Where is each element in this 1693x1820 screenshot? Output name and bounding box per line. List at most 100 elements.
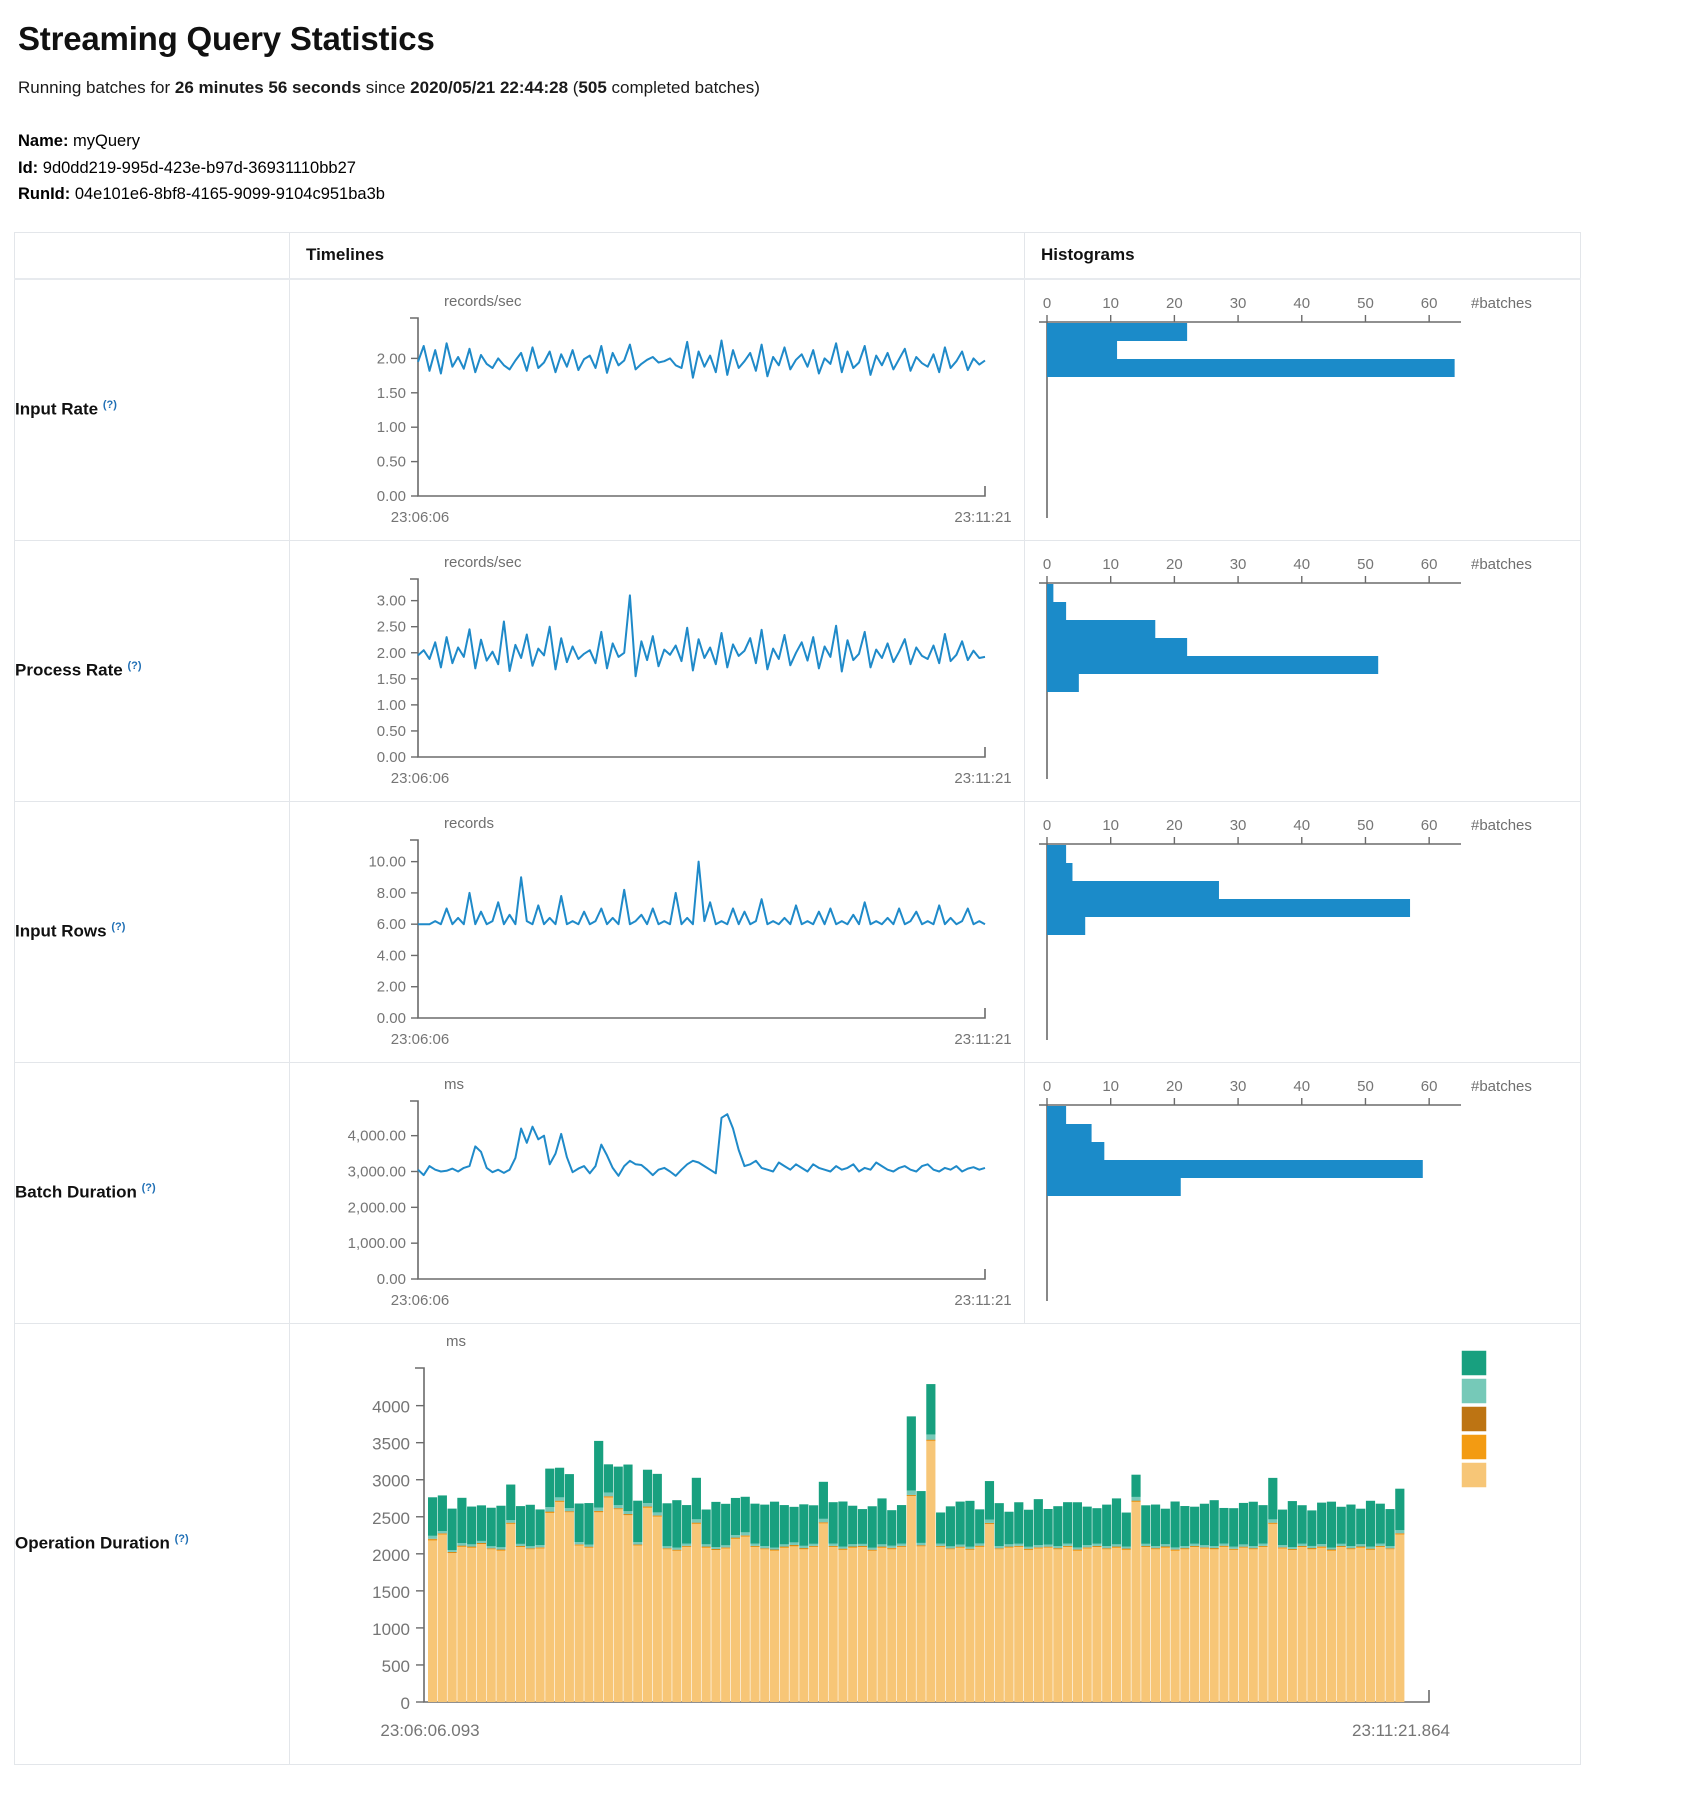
- operation-duration-bar-segment: [750, 1503, 760, 1544]
- operation-duration-bar-segment: [1190, 1506, 1200, 1544]
- operation-duration-bar-segment: [867, 1549, 877, 1551]
- histogram-bin-bar: [1047, 880, 1219, 899]
- operation-duration-bar-segment: [1102, 1545, 1112, 1548]
- operation-duration-bar-segment: [1326, 1547, 1337, 1550]
- operation-duration-bar-segment: [887, 1549, 897, 1702]
- operation-duration-bar-segment: [1385, 1549, 1395, 1702]
- operation-duration-bar-segment: [916, 1544, 926, 1546]
- operation-duration-bar-segment: [828, 1545, 838, 1547]
- operation-duration-bar-segment: [906, 1495, 916, 1702]
- operation-duration-bar-segment: [1150, 1549, 1161, 1702]
- help-question-icon[interactable]: (?): [127, 660, 142, 673]
- x-tick-label: 60: [1421, 817, 1438, 834]
- operation-duration-cell: ms 4000 3500 3000 2500 2000 1500 1000 500 0 23:06:…: [289, 1322, 1581, 1765]
- histogram-bin-bar: [1047, 358, 1455, 377]
- operation-duration-bar-segment: [447, 1552, 457, 1702]
- operation-duration-chart: ms 4000 3500 3000 2500 2000 1500 1000 500 0 23:06:…: [372, 1333, 1488, 1740]
- help-question-icon[interactable]: (?): [174, 1533, 189, 1546]
- operation-duration-bar-segment: [818, 1523, 828, 1702]
- operation-duration-bar-segment: [1072, 1549, 1082, 1551]
- operation-duration-bar-segment: [662, 1502, 672, 1546]
- operation-duration-bar-segment: [1072, 1550, 1082, 1702]
- operation-duration-bar-segment: [887, 1545, 897, 1548]
- operation-duration-bar-segment: [1180, 1548, 1190, 1550]
- operation-duration-bar-segment: [857, 1546, 868, 1547]
- operation-duration-bar-segment: [1160, 1508, 1170, 1544]
- operation-duration-bar-segment: [1004, 1511, 1014, 1544]
- operation-duration-bar-segment: [1092, 1545, 1102, 1547]
- x-tick-label: 40: [1293, 295, 1310, 312]
- operation-duration-bar-segment: [1043, 1544, 1053, 1547]
- operation-duration-bar-segment: [809, 1546, 819, 1702]
- operation-duration-bar-segment: [623, 1464, 633, 1511]
- operation-duration-bar-segment: [701, 1546, 711, 1547]
- summary-open-paren: (: [568, 78, 579, 97]
- row-label-text: Input Rows: [15, 921, 107, 941]
- operation-duration-bar-segment: [525, 1504, 535, 1546]
- operation-duration-bar-segment: [584, 1547, 594, 1702]
- histogram-bin-bar: [1047, 1159, 1423, 1178]
- legend-swatch[interactable]: [1460, 1348, 1488, 1377]
- operation-duration-bar-segment: [769, 1549, 780, 1551]
- operation-duration-bar-segment: [896, 1546, 907, 1702]
- operation-duration-bar-segment: [574, 1544, 584, 1546]
- x-tick-label: 50: [1357, 817, 1374, 834]
- operation-duration-bar-segment: [1150, 1545, 1161, 1548]
- meta-value-runid: 04e101e6-8bf8-4165-9099-9104c951ba3b: [74, 185, 385, 204]
- y-tick-label: 4000: [372, 1397, 410, 1416]
- legend-swatch[interactable]: [1460, 1460, 1488, 1489]
- x-tick-label: 10: [1102, 295, 1119, 312]
- operation-duration-bar-segment: [613, 1507, 623, 1509]
- x-tick-label: 30: [1230, 817, 1247, 834]
- operation-duration-bar-segment: [584, 1502, 594, 1545]
- operation-duration-bar-segment: [916, 1542, 926, 1545]
- x-end-label: 23:11:21: [954, 1292, 1011, 1309]
- operation-duration-bar-segment: [1238, 1546, 1249, 1548]
- operation-duration-bar-segment: [574, 1543, 584, 1545]
- operation-duration-bar-segment: [1082, 1547, 1092, 1549]
- operation-duration-bar-segment: [1111, 1498, 1122, 1544]
- operation-duration-bar-segment: [1287, 1546, 1297, 1549]
- operation-duration-bar-segment: [916, 1490, 926, 1543]
- operation-duration-bar-segment: [799, 1549, 809, 1702]
- timeline-chart: records 10.00 8.00 6.00 4.00 2.00 0.00 23:06:06…: [368, 815, 1011, 1048]
- timeline-chart: ms 4,000.00 3,000.00 2,000.00 1,000.00 0.00 23…: [348, 1076, 1012, 1309]
- operation-duration-bar-segment: [1170, 1549, 1180, 1550]
- x-tick-label: 0: [1043, 817, 1051, 834]
- operation-duration-bar-segment: [1277, 1546, 1288, 1548]
- meta-label-name: Name:: [18, 132, 69, 150]
- operation-duration-bar-segment: [447, 1508, 457, 1550]
- operation-duration-bar-segment: [1121, 1546, 1131, 1549]
- operation-duration-bar-segment: [437, 1533, 447, 1535]
- operation-duration-bar-segment: [809, 1545, 819, 1547]
- operation-duration-bar-segment: [1219, 1507, 1229, 1544]
- y-tick-label: 2,000.00: [348, 1199, 406, 1216]
- x-tick-label: 10: [1102, 556, 1119, 573]
- legend-swatch[interactable]: [1460, 1432, 1488, 1461]
- y-tick-label: 10.00: [368, 853, 406, 870]
- y-tick-label: 0.00: [377, 1271, 406, 1288]
- legend-swatch[interactable]: [1460, 1376, 1488, 1405]
- operation-duration-bar-segment: [799, 1548, 809, 1550]
- y-tick-label: 0.00: [377, 488, 406, 505]
- operation-duration-bar-segment: [564, 1510, 574, 1512]
- operation-duration-bar-segment: [1160, 1547, 1170, 1702]
- timeline-cell: records/sec 2.00 1.50 1.00 0.50 0.00 23:06:06 2…: [289, 278, 1025, 541]
- histogram-bin-bar: [1047, 1123, 1092, 1142]
- help-question-icon[interactable]: (?): [141, 1182, 156, 1195]
- legend-swatch[interactable]: [1460, 1404, 1488, 1433]
- operation-duration-bar-segment: [1121, 1548, 1131, 1549]
- operation-duration-bar-segment: [652, 1512, 662, 1516]
- operation-duration-bar-segment: [1229, 1548, 1239, 1549]
- operation-duration-bar-segment: [1248, 1501, 1258, 1546]
- help-question-icon[interactable]: (?): [111, 921, 126, 934]
- y-tick-label: 3,000.00: [348, 1163, 406, 1180]
- operation-duration-bar-segment: [486, 1545, 496, 1548]
- operation-duration-bar-segment: [1258, 1545, 1268, 1547]
- operation-duration-bar-segment: [1082, 1548, 1092, 1702]
- operation-duration-bar-segment: [760, 1545, 770, 1548]
- operation-duration-bar-segment: [1395, 1529, 1405, 1533]
- help-question-icon[interactable]: (?): [102, 399, 117, 412]
- operation-duration-bar-segment: [564, 1473, 574, 1508]
- operation-duration-bar-segment: [1317, 1545, 1327, 1547]
